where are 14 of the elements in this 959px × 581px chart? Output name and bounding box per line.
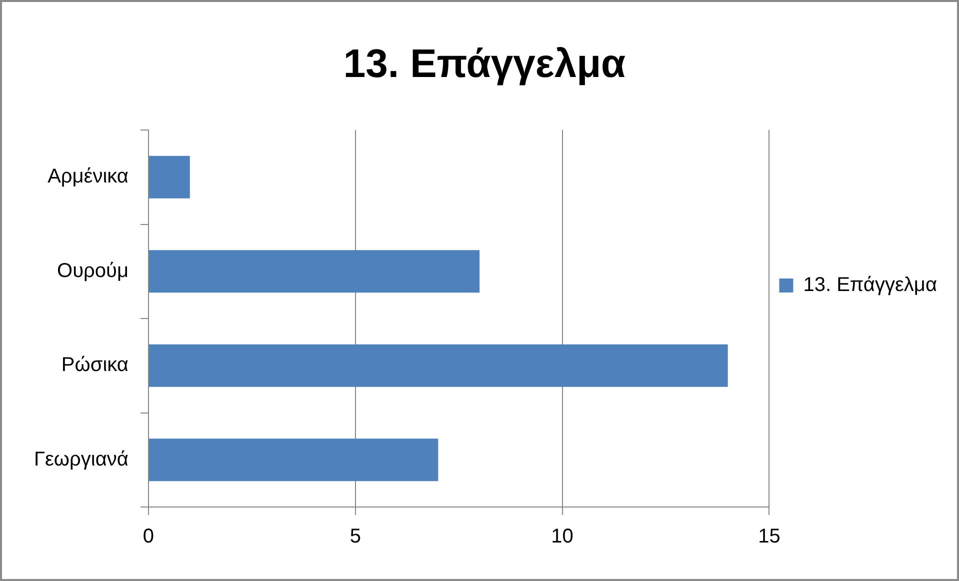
bar <box>148 344 728 387</box>
y-tick-label: Ουρούμ <box>57 260 128 282</box>
x-tick-label: 5 <box>350 526 361 548</box>
bar <box>148 438 438 482</box>
y-tick-label: Ρώσικα <box>61 354 128 376</box>
legend-label: 13. Επάγγελμα <box>803 274 937 296</box>
y-tick-label: Γεωργιανά <box>34 448 128 470</box>
chart-title: 13. Επάγγελμα <box>343 42 626 86</box>
bar <box>148 156 190 198</box>
y-tick-label: Αρμένικα <box>48 166 128 188</box>
x-tick-label: 15 <box>758 526 780 548</box>
bar <box>148 250 480 293</box>
x-tick-label: 10 <box>551 526 574 548</box>
x-tick-label: 0 <box>142 526 154 548</box>
